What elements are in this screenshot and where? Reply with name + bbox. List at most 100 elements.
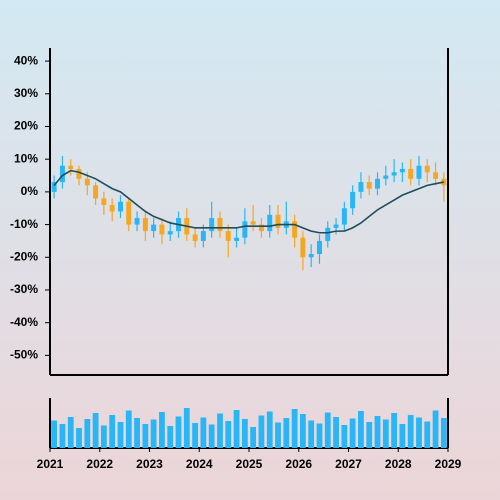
candle-body [51, 182, 57, 192]
candle-body [267, 214, 273, 232]
volume-bar [424, 421, 431, 448]
moving-average-line [53, 169, 445, 234]
volume-bar [291, 409, 298, 448]
volume-bar [374, 416, 381, 448]
volume-bar [399, 424, 406, 448]
volume-bar [366, 422, 373, 448]
volume-bar [200, 417, 207, 448]
volume-bar [358, 411, 364, 448]
candle-body [300, 237, 306, 258]
x-tick-label: 2025 [236, 457, 263, 471]
volume-bar [100, 425, 107, 448]
volume-bar [67, 417, 74, 448]
y-tick-label: -40% [10, 315, 38, 329]
volume-bar [416, 417, 422, 448]
candle-body [118, 201, 123, 212]
volume-bar [76, 428, 82, 448]
volume-bar [266, 411, 273, 448]
volume-bar [183, 408, 190, 448]
volume-bar [134, 418, 140, 448]
candle-body [225, 231, 231, 241]
candle-body [341, 208, 347, 225]
volume-bar [241, 419, 248, 448]
volume-bar [391, 413, 398, 448]
candle-body [325, 227, 331, 241]
volume-bar [167, 426, 174, 448]
volume-bar [308, 420, 315, 448]
volume-bar [333, 417, 339, 448]
y-tick-label: -30% [10, 282, 38, 296]
volume-bar [382, 419, 389, 448]
x-tick-label: 2022 [86, 457, 113, 471]
candle-body [383, 175, 389, 179]
candle-body [151, 224, 157, 232]
candle-body [134, 218, 140, 225]
volume-bar [125, 410, 132, 448]
x-tick-label: 2027 [335, 457, 362, 471]
candle-body [275, 214, 281, 228]
candle-body [76, 168, 82, 179]
candle-body [126, 201, 132, 225]
candle-body [358, 182, 364, 192]
candle-body [192, 234, 198, 241]
candle-body [68, 165, 74, 169]
candle-body [308, 254, 314, 258]
candle-body [399, 168, 405, 173]
candle-body [142, 218, 148, 232]
volume-bar [407, 415, 414, 448]
volume-bar [159, 412, 165, 448]
volume-bar [440, 418, 447, 448]
candle-body [433, 172, 439, 179]
candle-body [167, 231, 173, 235]
y-tick-label: -20% [10, 249, 38, 263]
candle-body [209, 218, 215, 232]
x-tick-label: 2024 [186, 457, 213, 471]
volume-bar [225, 421, 232, 448]
volume-bar [217, 413, 223, 448]
volume-bar [92, 413, 99, 448]
volume-bar [59, 424, 66, 448]
volume-bar [299, 414, 306, 448]
volume-bar [175, 416, 182, 448]
candle-body [292, 221, 298, 238]
candle-body [59, 165, 65, 183]
volume-bar [324, 412, 331, 448]
y-tick-label: -10% [10, 217, 38, 231]
candle-body [101, 198, 107, 205]
candle-body [200, 231, 206, 241]
candle-body [375, 178, 380, 189]
volume-bar [84, 419, 91, 448]
volume-bar [432, 410, 439, 448]
x-tick-label: 2028 [385, 457, 412, 471]
candle-body [242, 221, 248, 238]
candle-body [159, 224, 165, 235]
volume-bar [150, 419, 157, 448]
x-tick-label: 2029 [435, 457, 462, 471]
candle-body [333, 224, 339, 228]
volume-bar [316, 423, 323, 448]
volume-bar [109, 415, 116, 448]
candle-body [234, 237, 240, 241]
volume-bar [51, 420, 58, 448]
volume-bar [275, 422, 281, 448]
volume-bar [192, 423, 199, 448]
volume-bar [142, 424, 149, 448]
candle-body [366, 182, 372, 189]
volume-bar [117, 422, 124, 448]
x-tick-label: 2021 [37, 457, 64, 471]
volume-bar [349, 418, 356, 448]
volume-bar [283, 418, 290, 448]
candle-body [217, 218, 223, 232]
candle-body [250, 221, 256, 225]
candle-body [258, 224, 264, 232]
candle-body [84, 178, 90, 186]
candle-body [408, 168, 414, 179]
volume-bar [258, 415, 265, 448]
candle-body [317, 240, 322, 255]
candle-body [350, 191, 356, 209]
y-tick-label: 20% [14, 119, 38, 133]
volume-bar [250, 427, 257, 448]
volume-bar [233, 410, 240, 448]
